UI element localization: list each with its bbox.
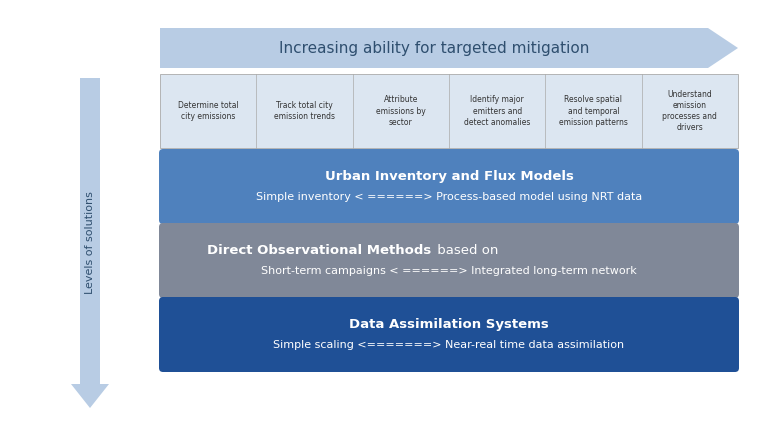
Text: Direct Observational Methods: Direct Observational Methods — [207, 244, 431, 257]
FancyBboxPatch shape — [159, 149, 739, 224]
Polygon shape — [160, 28, 738, 68]
Text: Identify major
emitters and
detect anomalies: Identify major emitters and detect anoma… — [464, 95, 531, 127]
Text: Understand
emission
processes and
drivers: Understand emission processes and driver… — [662, 90, 717, 132]
Text: Increasing ability for targeted mitigation: Increasing ability for targeted mitigati… — [279, 41, 589, 55]
Polygon shape — [71, 78, 109, 408]
Text: Attribute
emissions by
sector: Attribute emissions by sector — [376, 95, 425, 127]
Text: Determine total
city emissions: Determine total city emissions — [177, 101, 239, 121]
Text: Simple inventory < ======> Process-based model using NRT data: Simple inventory < ======> Process-based… — [256, 191, 642, 201]
FancyBboxPatch shape — [159, 223, 739, 298]
Text: Urban Inventory and Flux Models: Urban Inventory and Flux Models — [325, 170, 574, 183]
Text: based on: based on — [433, 244, 498, 257]
FancyBboxPatch shape — [159, 297, 739, 372]
Text: Data Assimilation Systems: Data Assimilation Systems — [349, 318, 549, 331]
Text: Levels of solutions: Levels of solutions — [85, 191, 95, 295]
Text: Track total city
emission trends: Track total city emission trends — [274, 101, 335, 121]
FancyBboxPatch shape — [160, 74, 738, 148]
Text: Resolve spatial
and temporal
emission patterns: Resolve spatial and temporal emission pa… — [559, 95, 628, 127]
Text: Simple scaling <=======> Near-real time data assimilation: Simple scaling <=======> Near-real time … — [273, 340, 624, 349]
Text: Short-term campaigns < ======> Integrated long-term network: Short-term campaigns < ======> Integrate… — [261, 266, 637, 276]
